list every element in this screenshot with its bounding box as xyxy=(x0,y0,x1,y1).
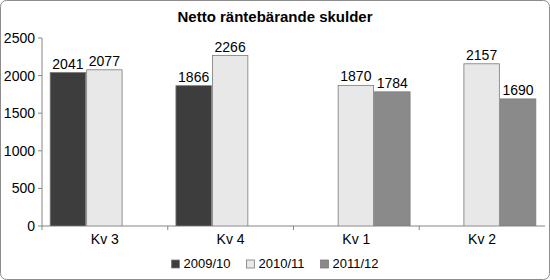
y-tick xyxy=(38,150,42,151)
x-tick xyxy=(293,226,294,230)
chart: Netto räntebärande skulder 0 500 1000 1500 20… xyxy=(0,0,550,280)
bar xyxy=(87,70,122,226)
data-label: 2077 xyxy=(89,53,120,69)
data-label: 1690 xyxy=(503,82,534,98)
y-tick xyxy=(38,38,42,39)
x-tick-label: Kv 4 xyxy=(217,231,245,247)
y-tick xyxy=(38,188,42,189)
bar xyxy=(50,73,85,226)
data-label: 2041 xyxy=(52,56,83,72)
bar xyxy=(375,92,410,226)
x-tick xyxy=(42,226,43,230)
legend: 2009/10 2010/11 2011/12 xyxy=(171,256,378,271)
data-label: 2266 xyxy=(215,39,246,55)
legend-swatch xyxy=(171,260,179,268)
y-tick-label: 0 xyxy=(27,218,35,234)
data-label: 2157 xyxy=(466,47,497,63)
legend-label: 2011/12 xyxy=(333,256,379,271)
legend-swatch xyxy=(246,260,254,268)
y-tick-label: 2000 xyxy=(4,68,35,84)
legend-swatch xyxy=(321,260,329,268)
legend-label: 2009/10 xyxy=(183,256,230,271)
bars xyxy=(50,56,536,226)
x-tick-label: Kv 1 xyxy=(342,231,370,247)
y-tick xyxy=(38,75,42,76)
x-tick-label: Kv 3 xyxy=(91,231,119,247)
y-tick-label: 500 xyxy=(12,180,36,196)
bar xyxy=(338,85,373,226)
data-label: 1870 xyxy=(340,68,371,84)
x-tick-label: Kv 2 xyxy=(468,231,496,247)
x-tick xyxy=(419,226,420,230)
y-tick-label: 1000 xyxy=(4,143,35,159)
bar xyxy=(500,99,535,226)
y-tick-label: 2500 xyxy=(4,30,35,46)
data-label: 1866 xyxy=(178,69,209,85)
bar xyxy=(176,86,211,226)
y-tick xyxy=(38,226,42,227)
chart-border xyxy=(1,1,550,280)
y-axis xyxy=(42,38,43,226)
y-tick-label: 1500 xyxy=(4,105,35,121)
title: Netto räntebärande skulder xyxy=(177,8,372,25)
legend-label: 2010/11 xyxy=(258,256,304,271)
data-label: 1784 xyxy=(377,75,408,91)
bar xyxy=(212,56,247,226)
x-tick xyxy=(167,226,168,230)
y-tick xyxy=(38,113,42,114)
bar xyxy=(464,64,499,226)
